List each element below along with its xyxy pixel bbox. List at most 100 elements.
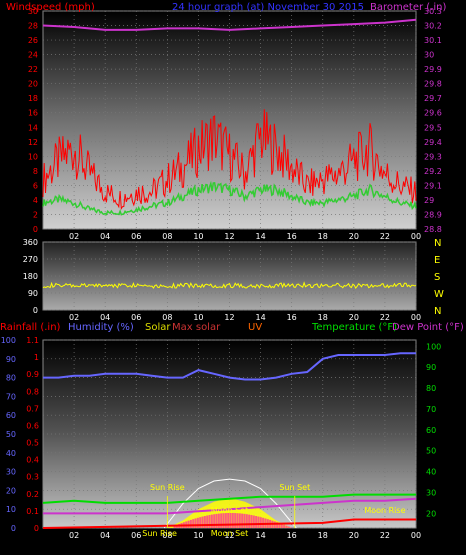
wind-x-tick: 16 xyxy=(287,232,297,241)
annotation-label: Moon Set xyxy=(211,529,248,538)
rain-y-tick: 0.5 xyxy=(26,439,39,448)
dir-x-tick: 18 xyxy=(318,313,328,322)
baro-y-tick: 29.2 xyxy=(424,167,442,176)
dir-y-tick: 90 xyxy=(28,289,38,298)
dir-x-tick: 22 xyxy=(380,313,390,322)
baro-y-tick: 29.1 xyxy=(424,181,442,190)
chart-title: 24 hour graph (at) November 30 2015 xyxy=(172,2,364,13)
humidity-y-tick: 80 xyxy=(6,374,16,383)
rain-y-tick: 0.7 xyxy=(26,404,39,413)
uv-bar xyxy=(280,523,283,528)
humidity-y-tick: 60 xyxy=(6,411,16,420)
baro-y-tick: 29.9 xyxy=(424,65,442,74)
annotation-label: Sun Set xyxy=(279,483,310,492)
humidity-y-tick: 100 xyxy=(1,336,16,345)
dir-y-tick: 180 xyxy=(23,272,38,281)
dir-x-tick: 00 xyxy=(411,313,421,322)
dir-x-tick: 20 xyxy=(349,313,359,322)
wind-y-tick: 0 xyxy=(33,225,38,234)
barometer-axis-title: Barometer (.in) xyxy=(370,2,446,13)
baro-y-tick: 30.3 xyxy=(424,7,442,16)
uv-bar xyxy=(252,515,255,528)
dir-y-tick: 360 xyxy=(23,238,38,247)
uv-bar xyxy=(290,527,293,528)
annotation-label: Moon Rise xyxy=(364,506,405,515)
humidity-axis-title: Humidity (%) xyxy=(68,322,134,333)
wind-x-tick: 02 xyxy=(69,232,79,241)
solar-x-tick: 18 xyxy=(318,531,328,540)
uv-bar xyxy=(238,513,241,528)
uv-bar xyxy=(208,515,211,528)
wind-y-tick: 16 xyxy=(28,109,38,118)
dir-y-tick: 270 xyxy=(23,255,38,264)
solar-x-tick: 04 xyxy=(100,531,110,540)
compass-letter: N xyxy=(434,306,441,317)
baro-y-tick: 29.7 xyxy=(424,94,442,103)
temp-y-tick: 20 xyxy=(426,509,436,518)
rain-y-tick: 0 xyxy=(34,524,39,533)
annotation-label: Sun Rise xyxy=(150,483,185,492)
wind-x-tick: 04 xyxy=(100,232,110,241)
wind-y-tick: 10 xyxy=(28,152,38,161)
wind-y-tick: 6 xyxy=(33,181,38,190)
rain-y-tick: 0.9 xyxy=(26,370,39,379)
solar-legend: Solar xyxy=(145,322,171,333)
uv-bar xyxy=(257,516,260,528)
solar-x-tick: 20 xyxy=(349,531,359,540)
wind-y-tick: 20 xyxy=(28,80,38,89)
dewpoint-line xyxy=(43,497,417,515)
wind-y-tick: 26 xyxy=(28,36,38,45)
uv-bar xyxy=(285,525,288,528)
dir-x-tick: 10 xyxy=(193,313,203,322)
max-solar-line xyxy=(163,478,297,529)
solar-x-tick: 12 xyxy=(224,531,234,540)
uv-bar xyxy=(213,514,216,528)
uv-bar xyxy=(220,513,223,528)
barometer-line xyxy=(42,18,417,31)
solar-x-tick: 22 xyxy=(380,531,390,540)
uv-bar xyxy=(231,512,234,528)
temp-y-tick: 50 xyxy=(426,447,436,456)
baro-y-tick: 29.3 xyxy=(424,152,442,161)
temp-y-tick: 70 xyxy=(426,405,436,414)
uv-bar xyxy=(278,523,281,528)
wind-y-tick: 28 xyxy=(28,22,38,31)
direction-panel-bg xyxy=(42,241,417,311)
uv-bar xyxy=(243,513,246,528)
dir-x-tick: 08 xyxy=(162,313,172,322)
wind-y-tick: 30 xyxy=(28,7,38,16)
dewpoint-axis-title: Dew Point (°F) xyxy=(392,322,464,333)
wind-y-tick: 24 xyxy=(28,51,38,60)
wind-x-tick: 06 xyxy=(131,232,141,241)
temp-y-tick: 60 xyxy=(426,426,436,435)
rainfall-axis-title: Rainfall (.in) xyxy=(0,322,61,333)
temp-y-tick: 30 xyxy=(426,488,436,497)
wind-x-tick: 08 xyxy=(162,232,172,241)
wind-y-tick: 22 xyxy=(28,65,38,74)
uv-bar xyxy=(229,512,232,528)
dir-x-tick: 12 xyxy=(224,313,234,322)
dir-x-tick: 04 xyxy=(100,313,110,322)
baro-y-tick: 29.4 xyxy=(424,138,442,147)
uv-bar xyxy=(262,517,265,528)
max-solar-legend: Max solar xyxy=(172,322,221,333)
wind-direction-line xyxy=(42,281,417,290)
baro-y-tick: 29.8 xyxy=(424,80,442,89)
uv-bar xyxy=(189,519,192,528)
solar-x-tick: 00 xyxy=(411,531,421,540)
uv-legend: UV xyxy=(248,322,262,333)
rain-y-tick: 1 xyxy=(34,353,39,362)
solar-x-tick: 08 xyxy=(162,531,172,540)
dir-x-tick: 14 xyxy=(255,313,265,322)
uv-bar xyxy=(255,516,258,528)
rain-y-tick: 0.3 xyxy=(26,473,39,482)
temp-y-tick: 80 xyxy=(426,384,436,393)
humidity-y-tick: 70 xyxy=(6,392,16,401)
uv-bar xyxy=(236,513,239,528)
uv-bar xyxy=(210,514,213,528)
wind-average-line xyxy=(42,180,417,216)
humidity-line xyxy=(43,352,416,381)
baro-y-tick: 29.6 xyxy=(424,109,442,118)
baro-y-tick: 30 xyxy=(424,51,434,60)
